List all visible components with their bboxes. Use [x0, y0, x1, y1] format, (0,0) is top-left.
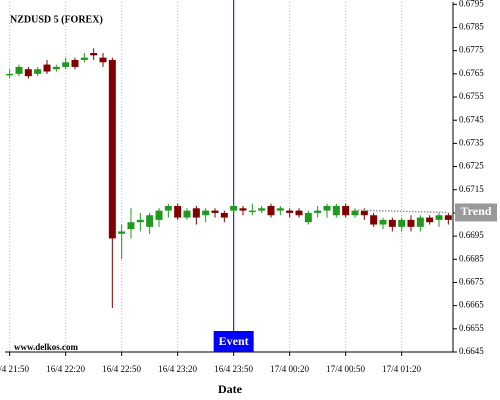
- trend-box: [455, 203, 497, 222]
- candle-body: [239, 208, 247, 211]
- candle-body: [267, 205, 275, 216]
- candle-body: [286, 210, 294, 213]
- x-tick-label: 16/4 21:50: [0, 364, 30, 374]
- candle-body: [127, 222, 135, 230]
- candle-body: [342, 205, 350, 216]
- candle-body: [332, 205, 340, 216]
- chart-title: NZDUSD 5 (FOREX): [10, 14, 103, 25]
- candle-body: [80, 57, 88, 60]
- candle-body: [211, 210, 219, 213]
- x-tick-label: 16/4 22:50: [102, 364, 141, 374]
- y-tick-label: 0.6715: [459, 184, 484, 194]
- y-tick-label: 0.6785: [459, 22, 484, 32]
- candle-body: [52, 66, 60, 70]
- candle-body: [164, 205, 172, 211]
- x-tick-label: 17/4 00:20: [270, 364, 309, 374]
- candle-body: [276, 208, 284, 211]
- candle-body: [90, 52, 98, 56]
- trend-label: Trend: [461, 204, 492, 218]
- y-tick-label: 0.6755: [459, 91, 484, 101]
- candle-body: [388, 219, 396, 227]
- candle-body: [192, 208, 200, 218]
- candle-body: [407, 219, 415, 227]
- candle-body: [43, 64, 51, 72]
- y-tick-label: 0.6655: [459, 323, 484, 333]
- candle-body: [370, 215, 378, 225]
- candle-body: [220, 212, 228, 218]
- candle-body: [62, 62, 70, 67]
- candle-body: [258, 208, 266, 211]
- x-tick-label: 17/4 00:50: [326, 364, 365, 374]
- candle-body: [444, 215, 452, 220]
- candle-body: [118, 231, 126, 234]
- x-tick-label: 17/4 01:20: [382, 364, 421, 374]
- x-tick-label: 16/4 23:20: [158, 364, 197, 374]
- candle-body: [314, 210, 322, 213]
- y-tick-label: 0.6645: [459, 346, 484, 356]
- candle-body: [24, 69, 32, 77]
- y-tick-label: 0.6695: [459, 230, 484, 240]
- y-tick-label: 0.6765: [459, 68, 484, 78]
- candle-body: [295, 210, 303, 216]
- candle-body: [155, 210, 163, 220]
- candle-body: [435, 215, 443, 220]
- candle-body: [304, 212, 312, 223]
- candle-body: [379, 219, 387, 225]
- y-tick-label: 0.6795: [459, 0, 484, 8]
- y-tick-label: 0.6775: [459, 45, 484, 55]
- candle-body: [99, 57, 107, 63]
- x-tick-label: 16/4 22:20: [46, 364, 85, 374]
- candle-body: [323, 205, 331, 211]
- candle-body: [146, 215, 154, 227]
- x-tick-label: 16/4 23:50: [214, 364, 253, 374]
- candle-body: [71, 59, 79, 67]
- candle-body: [108, 59, 116, 239]
- y-tick-label: 0.6745: [459, 114, 484, 124]
- y-tick-label: 0.6725: [459, 161, 484, 171]
- candle-body: [351, 210, 359, 216]
- candle-body: [183, 210, 191, 218]
- candle-body: [34, 69, 42, 74]
- candle-body: [136, 219, 144, 223]
- candle-body: [15, 66, 23, 74]
- y-tick-label: 0.6735: [459, 137, 484, 147]
- candle-body: [6, 73, 14, 76]
- event-label: Event: [219, 334, 249, 348]
- y-tick-label: 0.6675: [459, 277, 484, 287]
- candle-body: [398, 219, 406, 227]
- event-box: [213, 331, 254, 352]
- candle-body: [248, 210, 256, 213]
- y-tick-label: 0.6685: [459, 253, 484, 263]
- candle-body: [416, 217, 424, 227]
- candle-body: [360, 210, 368, 216]
- candle-body: [202, 210, 210, 216]
- x-axis-label: Date: [218, 382, 243, 396]
- y-tick-label: 0.6665: [459, 300, 484, 310]
- trend-line: [354, 209, 449, 214]
- candle-body: [230, 205, 238, 211]
- candle-body: [174, 205, 182, 218]
- watermark: www.delkos.com: [14, 342, 79, 352]
- candle-body: [426, 217, 434, 223]
